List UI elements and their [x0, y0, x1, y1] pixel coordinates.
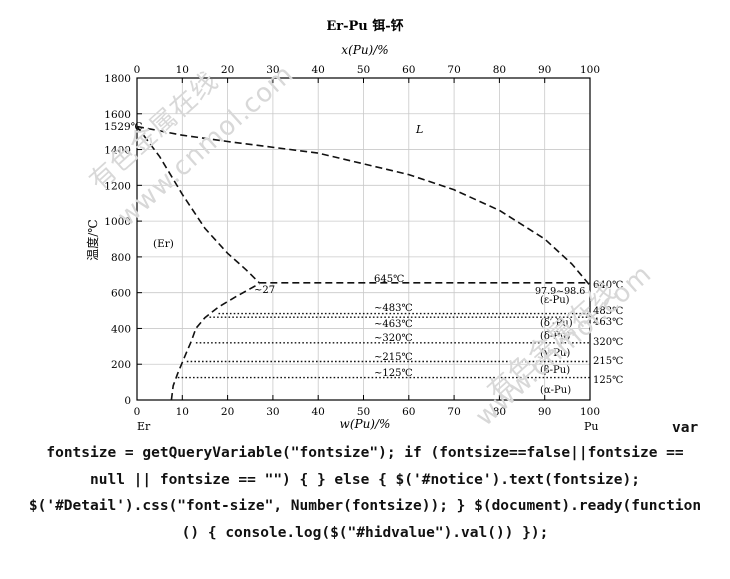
x-axis-label: w(Pu)/% — [340, 417, 391, 430]
x-tick-label: 100 — [580, 406, 600, 418]
grid-layer — [136, 77, 591, 401]
pu-125-label: 125℃ — [593, 375, 623, 386]
y-tick-label: 1200 — [104, 180, 131, 192]
delta-prime-pu-label: (δ′-Pu) — [540, 318, 573, 329]
gamma-pu-label: (γ-Pu) — [540, 348, 570, 359]
axis-ticks: 0 10 20 30 40 50 60 70 80 90 1000 10 20 30 40 50 60 70 80 9… — [104, 64, 600, 418]
top-axis-label: x(Pu)/% — [341, 43, 388, 57]
top-tick-label: 50 — [357, 64, 370, 76]
y-tick-label: 1400 — [104, 145, 131, 157]
y-tick-label: 800 — [111, 252, 131, 264]
isotherm-215-label: ~215℃ — [374, 352, 413, 363]
phase-diagram-figure: 0 10 20 30 40 50 60 70 80 90 100 0 10 20 30 40 50 60 70 80 9… — [84, 18, 658, 433]
top-tick-label: 10 — [176, 64, 189, 76]
isotherm-125-label: ~125℃ — [374, 368, 413, 379]
top-tick-label: 40 — [312, 64, 325, 76]
top-tick-label: 70 — [447, 64, 460, 76]
epsilon-pu-label: (ε-Pu) — [540, 295, 570, 306]
phase-boundary-dashed — [170, 282, 260, 401]
top-tick-label: 60 — [402, 64, 415, 76]
x-tick-label: 40 — [312, 406, 325, 418]
left-end-label: Er — [137, 420, 151, 430]
x-tick-label: 20 — [221, 406, 234, 418]
er-phase-label: (Er) — [153, 238, 174, 250]
y-tick-label: 400 — [111, 323, 131, 335]
y-tick-label: 1800 — [104, 73, 131, 85]
code-line: null || fontsize == "") { } else { $('#n… — [90, 471, 640, 488]
pu-463-label: 463℃ — [593, 317, 623, 328]
x-tick-label: 0 — [134, 406, 141, 418]
x-tick-label: 50 — [357, 406, 370, 418]
code-text: fontsize = getQueryVariable("fontsize");… — [0, 440, 730, 546]
melting-point-er: 1529℃ — [104, 121, 143, 133]
composition-range-label: 97.9~98.6 — [535, 286, 585, 297]
x-tick-label: 60 — [402, 406, 415, 418]
x-tick-label: 80 — [493, 406, 506, 418]
right-end-label: Pu — [584, 420, 599, 430]
top-tick-label: 0 — [134, 64, 141, 76]
x-tick-label: 70 — [447, 406, 460, 418]
y-tick-label: 1000 — [104, 216, 131, 228]
phase-boundary-dashed — [136, 126, 260, 284]
y-axis-label: 温度/℃ — [85, 219, 100, 260]
phase-diagram-chart: 0 10 20 30 40 50 60 70 80 90 1000 10 20 30 40 50 60 70 80 9… — [85, 18, 623, 433]
code-line: fontsize = getQueryVariable("fontsize");… — [46, 445, 684, 461]
x-tick-label: 10 — [176, 406, 189, 418]
delta-pu-label: (δ-Pu) — [540, 331, 570, 342]
chart-title: Er-Pu 铒-钚 — [326, 18, 403, 34]
isotherm-483-label: ~483℃ — [374, 303, 413, 314]
eutectic-temperature-label: 645℃ — [374, 274, 404, 285]
beta-pu-label: (β-Pu) — [540, 365, 570, 376]
isotherm-463-label: ~463℃ — [374, 319, 413, 330]
y-tick-label: 200 — [111, 359, 131, 371]
code-line: var — [672, 420, 699, 436]
x-tick-label: 90 — [538, 406, 551, 418]
y-tick-label: 1600 — [104, 109, 131, 121]
pu-320-label: 320℃ — [593, 337, 623, 348]
pu-640-label: 640℃ — [593, 280, 623, 291]
pu-483-label: 483℃ — [593, 306, 623, 317]
liquid-label: L — [415, 123, 423, 136]
eutectic-composition-label: ~27 — [254, 285, 275, 296]
top-tick-label: 100 — [580, 64, 600, 76]
isotherm-320-label: ~320℃ — [374, 333, 413, 344]
alpha-pu-label: (α-Pu) — [540, 385, 571, 396]
y-tick-label: 600 — [111, 288, 131, 300]
phase-boundaries — [136, 125, 591, 401]
y-tick-label: 0 — [124, 395, 131, 407]
pu-215-label: 215℃ — [593, 356, 623, 367]
top-tick-label: 80 — [493, 64, 506, 76]
code-line: $('#Detail').css("font-size", Number(fon… — [28, 498, 702, 514]
phase-boundary-dashed — [136, 125, 591, 287]
code-line: () { console.log($("#hidvalue").val()) }… — [181, 524, 549, 541]
x-tick-label: 30 — [266, 406, 279, 418]
top-tick-label: 90 — [538, 64, 551, 76]
top-tick-label: 30 — [266, 64, 279, 76]
top-tick-label: 20 — [221, 64, 234, 76]
